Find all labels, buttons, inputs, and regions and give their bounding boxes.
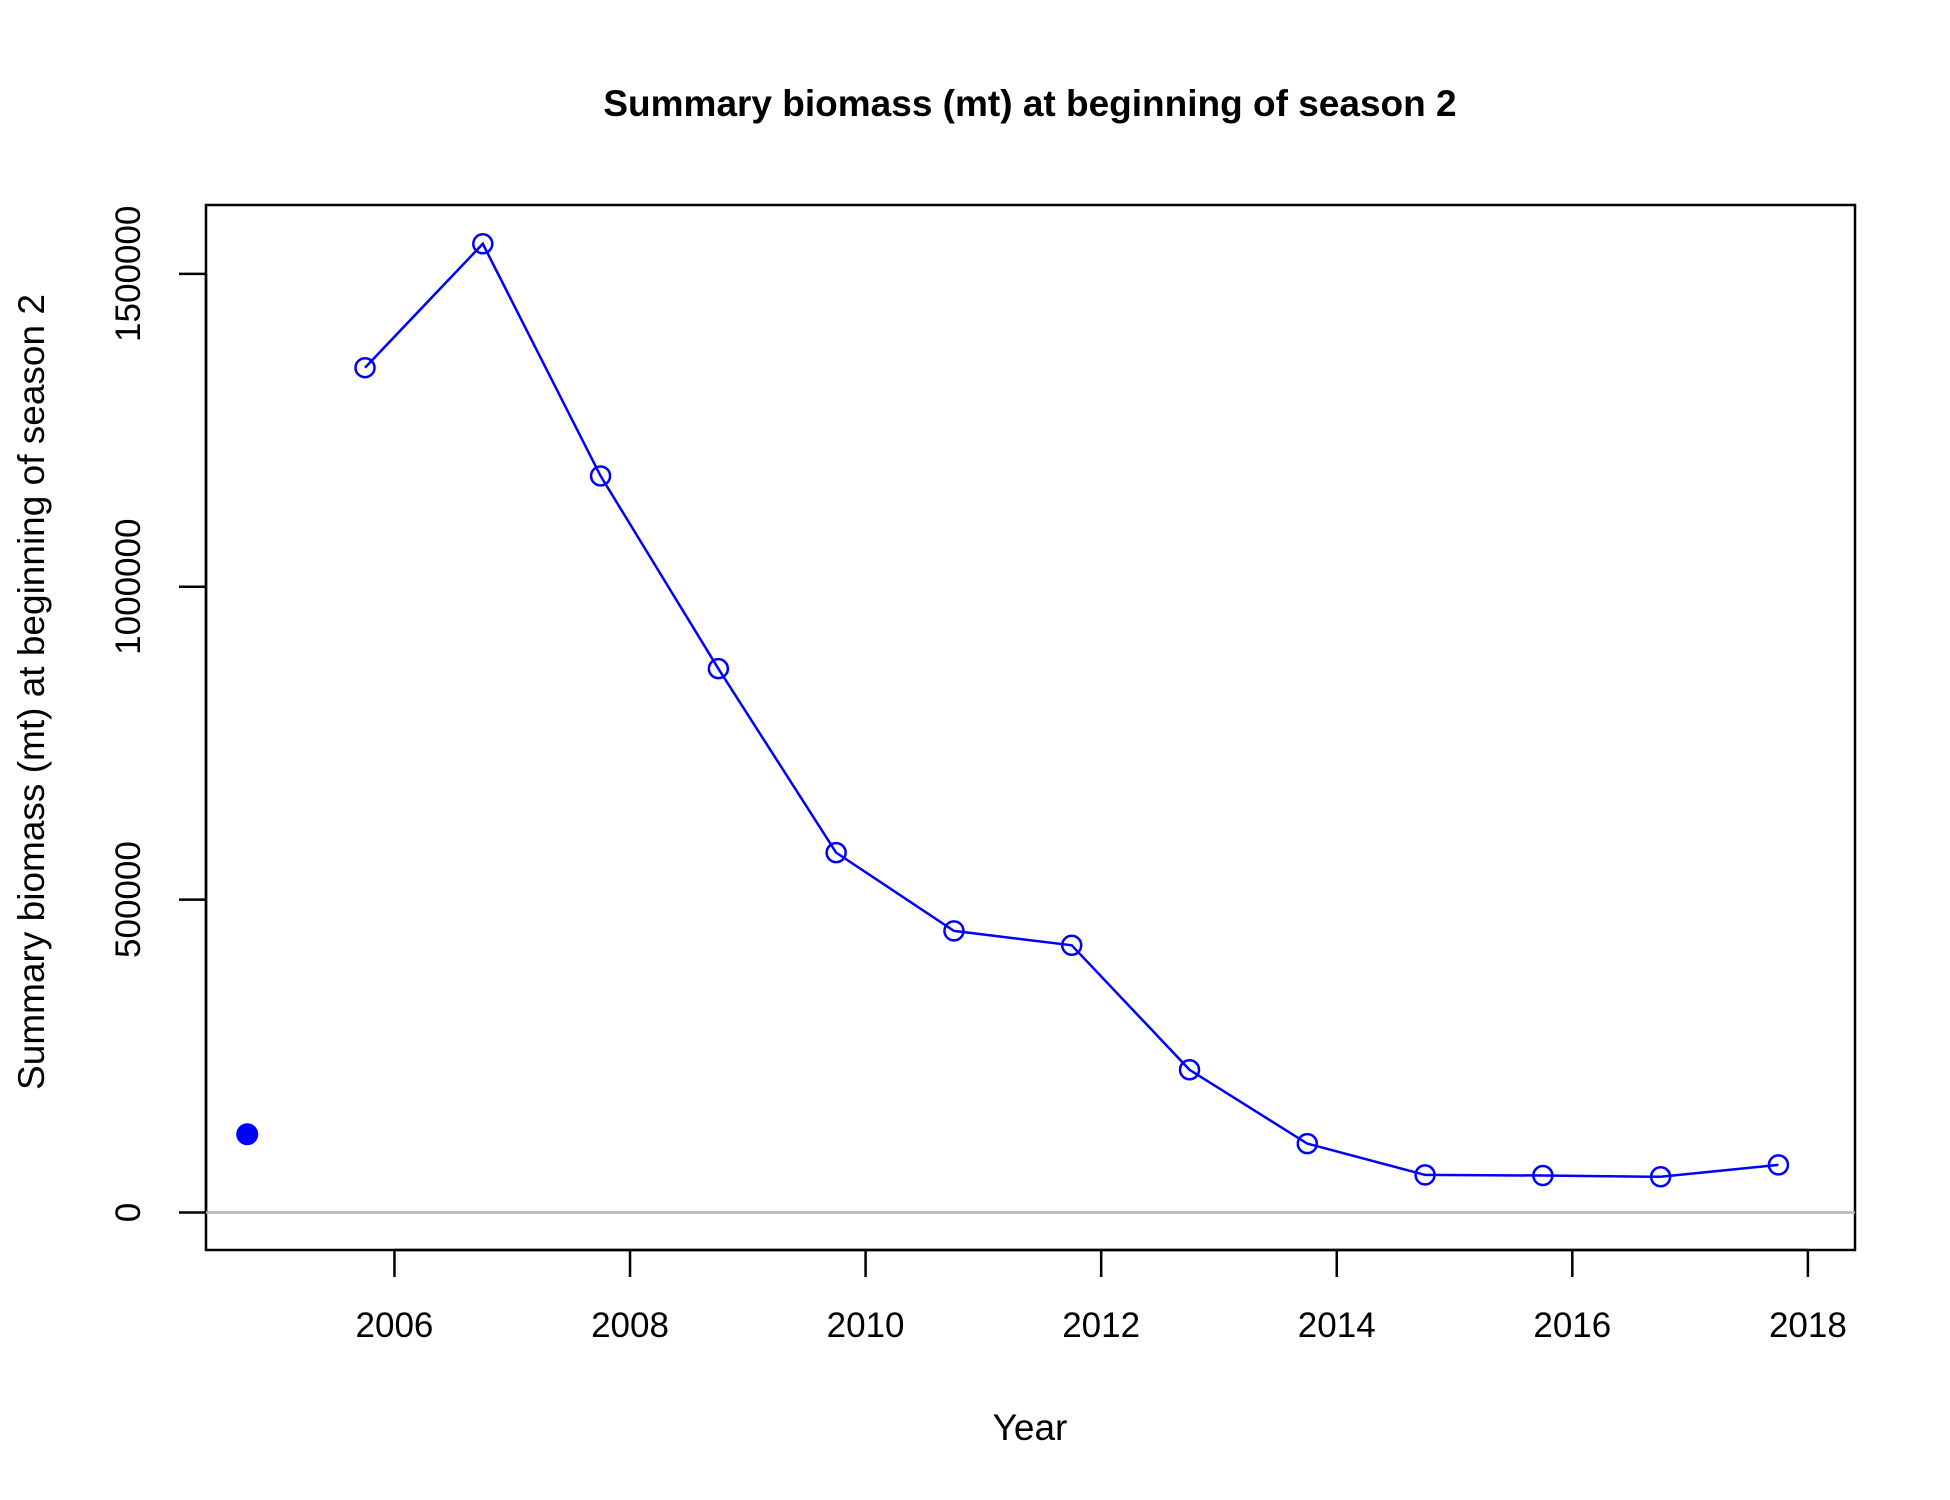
data-point-2005.75: [354, 356, 376, 379]
data-point-2011.75: [1060, 934, 1083, 957]
series-line: [364, 241, 1779, 1179]
data-point-2012.75: [1178, 1059, 1201, 1081]
y-axis-label: Summary biomass (mt) at beginning of sea…: [11, 294, 52, 1090]
data-point-2016.75: [1649, 1166, 1672, 1188]
x-axis-label: Year: [993, 1407, 1068, 1448]
x-tick-label-2010: 2010: [827, 1306, 905, 1345]
data-point-2008.75: [707, 657, 730, 680]
x-tick-label-2014: 2014: [1298, 1306, 1376, 1345]
data-point-2013.75: [1296, 1132, 1319, 1155]
y-tick-label-0: 0: [109, 1203, 148, 1222]
plot-frame: [204, 203, 1857, 1252]
data-point-2015.75: [1532, 1164, 1554, 1187]
data-point-2017.75: [1767, 1154, 1790, 1176]
y-tick-label-1000000: 1000000: [109, 519, 148, 655]
plot-area: [206, 233, 1855, 1214]
virgin-biomass-point: [236, 1123, 259, 1146]
chart-title: Summary biomass (mt) at beginning of sea…: [603, 83, 1456, 124]
data-point-2014.75: [1414, 1164, 1436, 1186]
x-axis: 2006 2008 2010 2012 2014 2016 2018: [356, 1248, 1847, 1345]
data-point-2006.75: [472, 233, 494, 255]
x-tick-label-2016: 2016: [1533, 1306, 1611, 1345]
data-point-2007.75: [589, 465, 612, 487]
y-tick-label-1500000: 1500000: [109, 206, 148, 342]
x-tick-label-2006: 2006: [356, 1306, 434, 1345]
x-tick-label-2018: 2018: [1769, 1306, 1847, 1345]
x-tick-label-2012: 2012: [1062, 1306, 1140, 1345]
x-tick-label-2008: 2008: [591, 1306, 669, 1345]
y-axis: 0 500000 1000000 1500000: [109, 206, 208, 1222]
data-point-2010.75: [943, 920, 965, 942]
y-tick-label-500000: 500000: [109, 841, 148, 958]
data-point-2009.75: [825, 841, 847, 864]
